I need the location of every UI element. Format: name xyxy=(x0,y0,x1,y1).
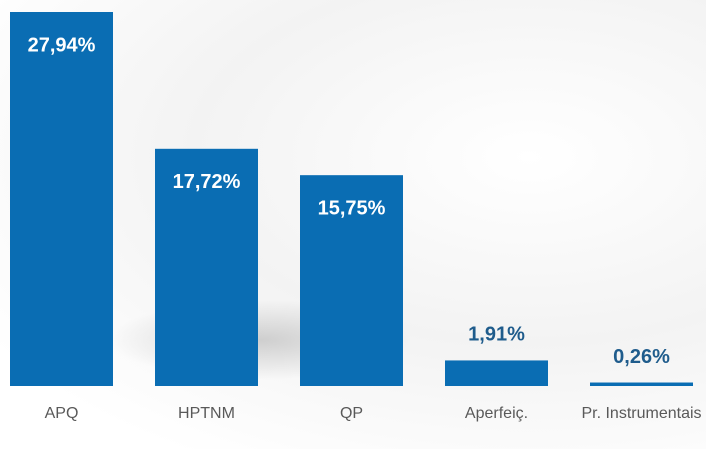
data-label: 15,75% xyxy=(318,197,386,219)
bar xyxy=(300,175,403,386)
bar xyxy=(590,382,693,386)
x-tick-label: Pr. Instrumentais xyxy=(581,405,702,422)
data-label: 1,91% xyxy=(468,324,525,346)
data-label: 0,26% xyxy=(613,346,670,368)
bar xyxy=(155,148,258,386)
bar xyxy=(445,360,548,386)
data-label: 27,94% xyxy=(28,34,96,56)
bar xyxy=(10,12,113,386)
data-label: 17,72% xyxy=(173,171,241,193)
x-tick-label: QP xyxy=(339,405,364,422)
x-tick-label: APQ xyxy=(44,405,79,422)
x-tick-label: HPTNM xyxy=(178,405,235,422)
x-tick-label: Aperfeiç. xyxy=(464,405,529,422)
